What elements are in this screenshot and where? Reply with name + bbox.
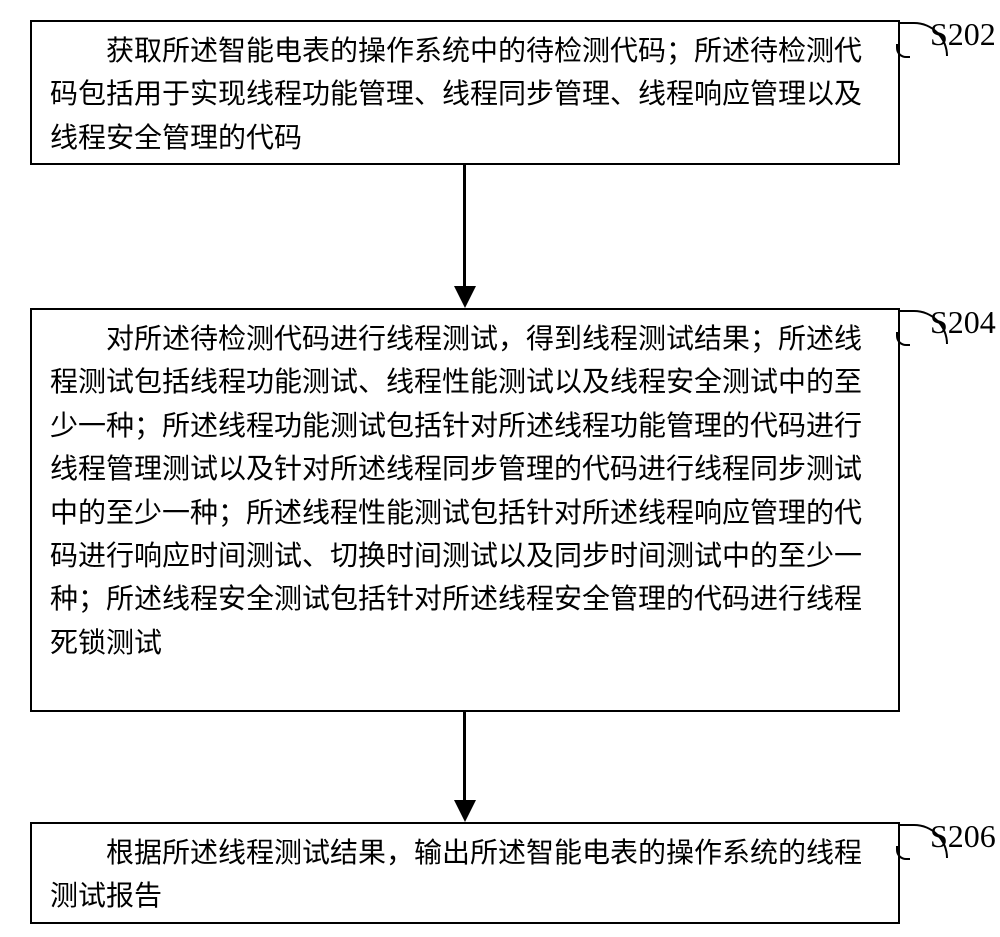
arrow-s202-s204 [463, 165, 466, 286]
node-text: 获取所述智能电表的操作系统中的待检测代码；所述待检测代码包括用于实现线程功能管理… [50, 36, 862, 154]
step-label-s204: S204 [930, 304, 996, 341]
node-indent [50, 832, 106, 875]
step-label-s206: S206 [930, 818, 996, 855]
arrow-head-s204-s206 [454, 800, 476, 822]
flow-node-s204: 对所述待检测代码进行线程测试，得到线程测试结果；所述线程测试包括线程功能测试、线… [30, 308, 900, 712]
node-text: 根据所述线程测试结果，输出所述智能电表的操作系统的线程测试报告 [50, 838, 862, 912]
arrow-s204-s206 [463, 712, 466, 800]
step-label-s202: S202 [930, 16, 996, 53]
node-text: 对所述待检测代码进行线程测试，得到线程测试结果；所述线程测试包括线程功能测试、线… [50, 324, 862, 659]
node-indent [50, 318, 106, 361]
flow-node-s206: 根据所述线程测试结果，输出所述智能电表的操作系统的线程测试报告 [30, 822, 900, 924]
flow-node-s202: 获取所述智能电表的操作系统中的待检测代码；所述待检测代码包括用于实现线程功能管理… [30, 20, 900, 165]
arrow-head-s202-s204 [454, 286, 476, 308]
node-indent [50, 30, 106, 73]
flowchart-canvas: 获取所述智能电表的操作系统中的待检测代码；所述待检测代码包括用于实现线程功能管理… [0, 0, 1000, 937]
